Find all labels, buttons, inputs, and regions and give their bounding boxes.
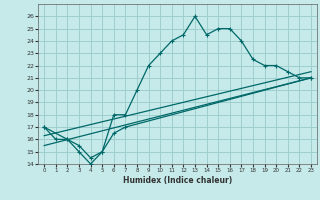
X-axis label: Humidex (Indice chaleur): Humidex (Indice chaleur) — [123, 176, 232, 185]
